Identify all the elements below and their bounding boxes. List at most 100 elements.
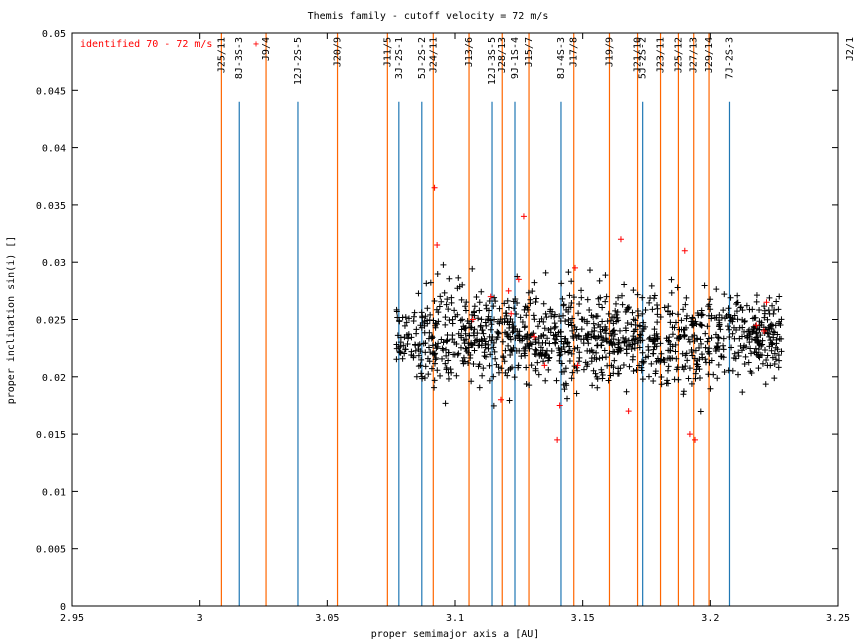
member-point xyxy=(677,334,684,341)
identified-point xyxy=(497,396,504,403)
y-axis-label: proper inclination sin(i) [] xyxy=(6,236,17,405)
member-point xyxy=(556,352,563,359)
identified-point xyxy=(686,431,693,438)
member-point xyxy=(607,317,614,324)
member-point xyxy=(713,343,720,350)
member-point xyxy=(596,355,603,362)
member-point xyxy=(678,326,685,333)
member-point xyxy=(562,335,569,342)
member-point xyxy=(570,294,577,301)
member-point xyxy=(471,326,478,333)
member-point xyxy=(468,342,475,349)
member-point xyxy=(689,315,696,322)
member-point xyxy=(531,316,538,323)
identified-point xyxy=(760,327,767,334)
y-tick-label: 0.035 xyxy=(36,201,66,212)
member-point xyxy=(629,356,636,363)
member-point xyxy=(654,311,661,318)
member-point xyxy=(778,348,785,355)
member-point xyxy=(523,381,530,388)
member-point xyxy=(602,272,609,279)
member-point xyxy=(498,365,505,372)
member-point xyxy=(412,342,419,349)
member-point xyxy=(541,352,548,359)
member-point xyxy=(547,306,554,313)
identified-point xyxy=(763,299,770,306)
member-point xyxy=(499,338,506,345)
member-point xyxy=(678,317,685,324)
resonance-label: J20/9 xyxy=(333,37,344,67)
member-point xyxy=(565,269,572,276)
member-point xyxy=(516,335,523,342)
member-point xyxy=(620,362,627,369)
member-point xyxy=(453,372,460,379)
member-point xyxy=(508,347,515,354)
member-point xyxy=(453,341,460,348)
member-point xyxy=(417,322,424,329)
member-point xyxy=(732,355,739,362)
member-point xyxy=(769,340,776,347)
member-point xyxy=(421,318,428,325)
member-point xyxy=(511,374,518,381)
member-point xyxy=(483,305,490,312)
member-point xyxy=(427,311,434,318)
identified-point xyxy=(753,322,760,329)
member-point xyxy=(397,349,404,356)
member-point xyxy=(420,340,427,347)
member-point xyxy=(747,345,754,352)
member-point xyxy=(448,369,455,376)
member-point xyxy=(490,373,497,380)
member-point xyxy=(665,308,672,315)
identified-point xyxy=(431,184,438,191)
member-point xyxy=(765,330,772,337)
member-point xyxy=(621,281,628,288)
member-point xyxy=(640,359,647,366)
member-point xyxy=(469,265,476,272)
member-point xyxy=(449,320,456,327)
member-point xyxy=(739,333,746,340)
member-point xyxy=(512,295,519,302)
member-point xyxy=(551,324,558,331)
member-point xyxy=(533,347,540,354)
member-point xyxy=(672,319,679,326)
member-point xyxy=(580,366,587,373)
member-point xyxy=(475,315,482,322)
member-point xyxy=(705,348,712,355)
member-point xyxy=(611,341,618,348)
member-point xyxy=(426,329,433,336)
member-point xyxy=(702,356,709,363)
member-point xyxy=(693,321,700,328)
member-point xyxy=(606,350,613,357)
member-point xyxy=(393,356,400,363)
member-point xyxy=(438,298,445,305)
member-point xyxy=(657,313,664,320)
member-point xyxy=(413,373,420,380)
member-point xyxy=(491,348,498,355)
member-point xyxy=(501,319,508,326)
member-point xyxy=(558,369,565,376)
member-point xyxy=(657,340,664,347)
member-point xyxy=(726,334,733,341)
member-point xyxy=(572,331,579,338)
member-point xyxy=(645,373,652,380)
member-point xyxy=(435,340,442,347)
resonance-label: J2/1 xyxy=(845,37,856,61)
member-point xyxy=(708,334,715,341)
member-point xyxy=(478,342,485,349)
member-point xyxy=(469,311,476,318)
member-point xyxy=(397,342,404,349)
member-point xyxy=(500,354,507,361)
member-point xyxy=(693,366,700,373)
member-point xyxy=(393,308,400,315)
member-point xyxy=(693,335,700,342)
member-point xyxy=(568,299,575,306)
member-point xyxy=(686,365,693,372)
member-point xyxy=(672,348,679,355)
member-point xyxy=(444,331,451,338)
member-point xyxy=(454,311,461,318)
member-point xyxy=(473,294,480,301)
member-point xyxy=(419,375,426,382)
member-point xyxy=(617,365,624,372)
member-point xyxy=(576,354,583,361)
member-point xyxy=(642,354,649,361)
